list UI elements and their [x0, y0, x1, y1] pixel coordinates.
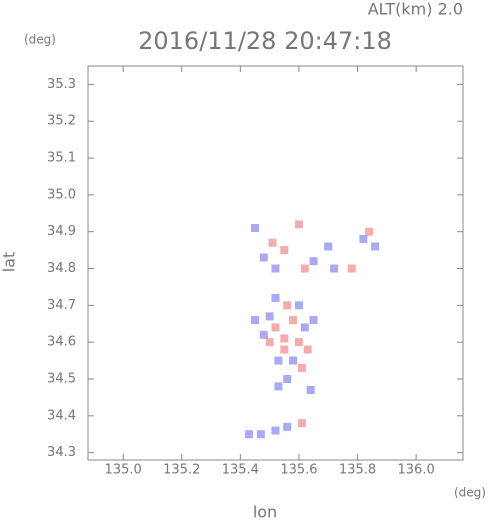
echo-point: [259, 253, 268, 262]
echo-point: [289, 316, 298, 325]
echo-point: [250, 316, 259, 325]
echo-point: [245, 430, 254, 439]
y-tick-label: 35.3: [47, 77, 76, 92]
echo-point: [294, 301, 303, 310]
echo-point: [309, 316, 318, 325]
echo-point: [271, 426, 280, 435]
y-tick-label: 34.4: [47, 408, 76, 423]
echo-point: [283, 301, 292, 310]
y-tick-label: 34.6: [47, 335, 76, 350]
echo-point: [297, 419, 306, 428]
y-tick-label: 34.9: [47, 224, 76, 239]
echo-point: [330, 264, 339, 273]
echo-point: [306, 386, 315, 395]
echo-point: [359, 235, 368, 244]
echo-point: [271, 323, 280, 332]
echo-point: [274, 356, 283, 365]
echo-point: [265, 312, 274, 321]
x-tick-label: 135.0: [105, 463, 142, 478]
echo-point: [294, 220, 303, 229]
y-unit: (deg): [24, 33, 56, 47]
echo-point: [297, 363, 306, 372]
echo-point: [283, 422, 292, 431]
y-tick-label: 34.8: [47, 261, 76, 276]
x-tick-label: 135.8: [339, 463, 376, 478]
echo-point: [274, 382, 283, 391]
y-tick-label: 35.1: [47, 151, 76, 166]
plot-frame: [87, 65, 464, 461]
chart-title: 2016/11/28 20:47:18: [138, 27, 392, 55]
echo-point: [271, 264, 280, 273]
echo-point: [271, 293, 280, 302]
x-unit: (deg): [454, 486, 486, 500]
y-tick-label: 35.2: [47, 114, 76, 129]
echo-point: [294, 338, 303, 347]
x-tick-label: 135.6: [280, 463, 317, 478]
echo-point: [283, 374, 292, 383]
echo-point: [280, 345, 289, 354]
echo-point: [259, 330, 268, 339]
y-tick-label: 34.3: [47, 445, 76, 460]
echo-point: [371, 242, 380, 251]
x-axis-label: lon: [253, 503, 277, 521]
x-tick-label: 135.4: [222, 463, 259, 478]
y-axis-label: lat: [0, 252, 19, 273]
echo-point: [268, 238, 277, 247]
y-tick-label: 35.0: [47, 187, 76, 202]
echo-point: [250, 224, 259, 233]
echo-point: [365, 227, 374, 236]
y-tick-label: 34.7: [47, 298, 76, 313]
echo-point: [256, 430, 265, 439]
echo-point: [324, 242, 333, 251]
echo-point: [300, 323, 309, 332]
echo-point: [347, 264, 356, 273]
y-tick-label: 34.5: [47, 371, 76, 386]
echo-point: [303, 345, 312, 354]
x-tick-label: 136.0: [398, 463, 435, 478]
echo-point: [280, 246, 289, 255]
altitude-label: ALT(km) 2.0: [368, 0, 463, 19]
echo-point: [300, 264, 309, 273]
echo-point: [309, 257, 318, 266]
echo-point: [280, 334, 289, 343]
x-tick-label: 135.2: [163, 463, 200, 478]
echo-point: [289, 356, 298, 365]
echo-point: [265, 338, 274, 347]
